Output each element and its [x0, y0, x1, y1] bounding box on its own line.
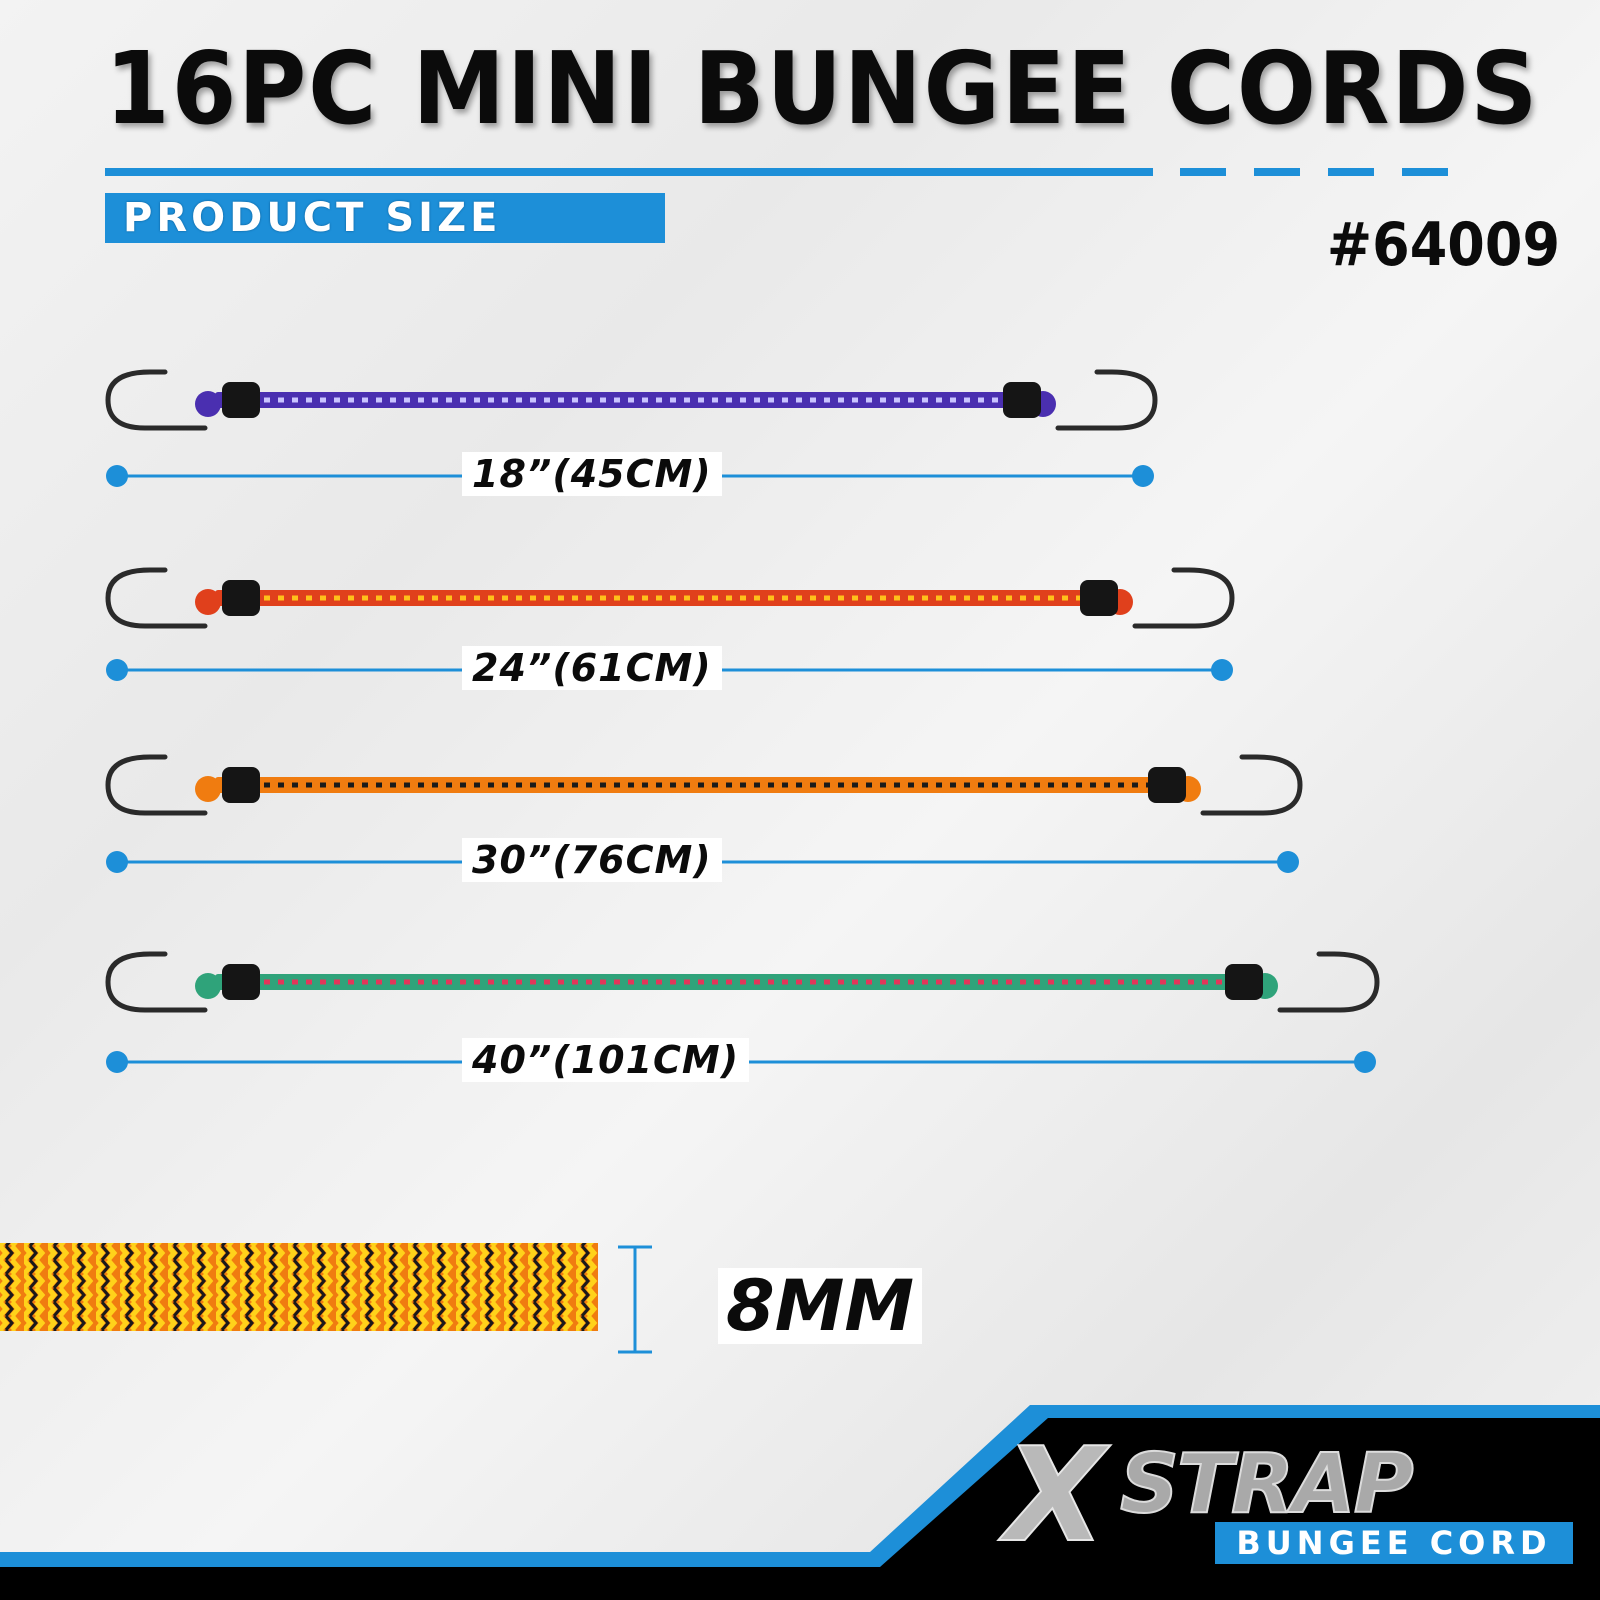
clamp-right	[1225, 964, 1263, 1000]
hook-left-icon	[105, 754, 208, 816]
cord-body	[215, 590, 1112, 606]
cord-length-label: 18”(45CM)	[462, 452, 722, 496]
knot-left	[195, 973, 221, 999]
dimension-endpoint	[1211, 659, 1233, 681]
cord-closeup-swatch	[0, 1243, 598, 1331]
clamp-right	[1080, 580, 1118, 616]
product-size-badge: PRODUCT SIZE	[105, 193, 665, 243]
cord-body	[215, 392, 1035, 408]
bungee-cord	[105, 369, 1158, 431]
logo-band	[0, 1418, 1600, 1600]
title-underline-dash	[1180, 168, 1226, 176]
cord-body	[215, 777, 1180, 793]
title-underline-dash	[1328, 168, 1374, 176]
cord-length-label: 40”(101CM)	[462, 1038, 750, 1082]
sku-number: #64009	[1326, 210, 1560, 280]
title-underline-dash	[1254, 168, 1300, 176]
logo-subtitle: BUNGEE CORD	[1215, 1522, 1573, 1564]
clamp-left	[222, 767, 260, 803]
bungee-cord	[105, 754, 1303, 816]
diameter-bracket	[618, 1245, 652, 1354]
hook-left-icon	[105, 567, 208, 629]
dimension-endpoint	[106, 1051, 128, 1073]
knot-left	[195, 776, 221, 802]
dimension-endpoint	[106, 659, 128, 681]
logo-strap: STRAP	[1119, 1437, 1415, 1532]
cord-body	[215, 974, 1257, 990]
clamp-left	[222, 580, 260, 616]
cord-length-label: 24”(61CM)	[462, 646, 722, 690]
hook-right-icon	[1132, 567, 1235, 629]
bungee-cord	[105, 567, 1235, 629]
hook-right-icon	[1055, 369, 1158, 431]
knot-left	[195, 391, 221, 417]
dimension-endpoint	[1354, 1051, 1376, 1073]
dimension-endpoint	[106, 851, 128, 873]
title-underline	[105, 168, 1153, 176]
hook-left-icon	[105, 951, 208, 1013]
dimension-endpoint	[1132, 465, 1154, 487]
diameter-label: 8MM	[718, 1268, 923, 1344]
bungee-cord	[105, 951, 1380, 1013]
dimension-endpoint	[1277, 851, 1299, 873]
hook-right-icon	[1277, 951, 1380, 1013]
logo-x: X	[1004, 1419, 1106, 1571]
clamp-right	[1148, 767, 1186, 803]
hook-left-icon	[105, 369, 208, 431]
hook-right-icon	[1200, 754, 1303, 816]
title-underline-dash	[1402, 168, 1448, 176]
dimension-endpoint	[106, 465, 128, 487]
page-title: 16PC MINI BUNGEE CORDS	[105, 30, 1540, 147]
cord-length-label: 30”(76CM)	[462, 838, 722, 882]
clamp-left	[222, 964, 260, 1000]
clamp-left	[222, 382, 260, 418]
clamp-right	[1003, 382, 1041, 418]
knot-left	[195, 589, 221, 615]
